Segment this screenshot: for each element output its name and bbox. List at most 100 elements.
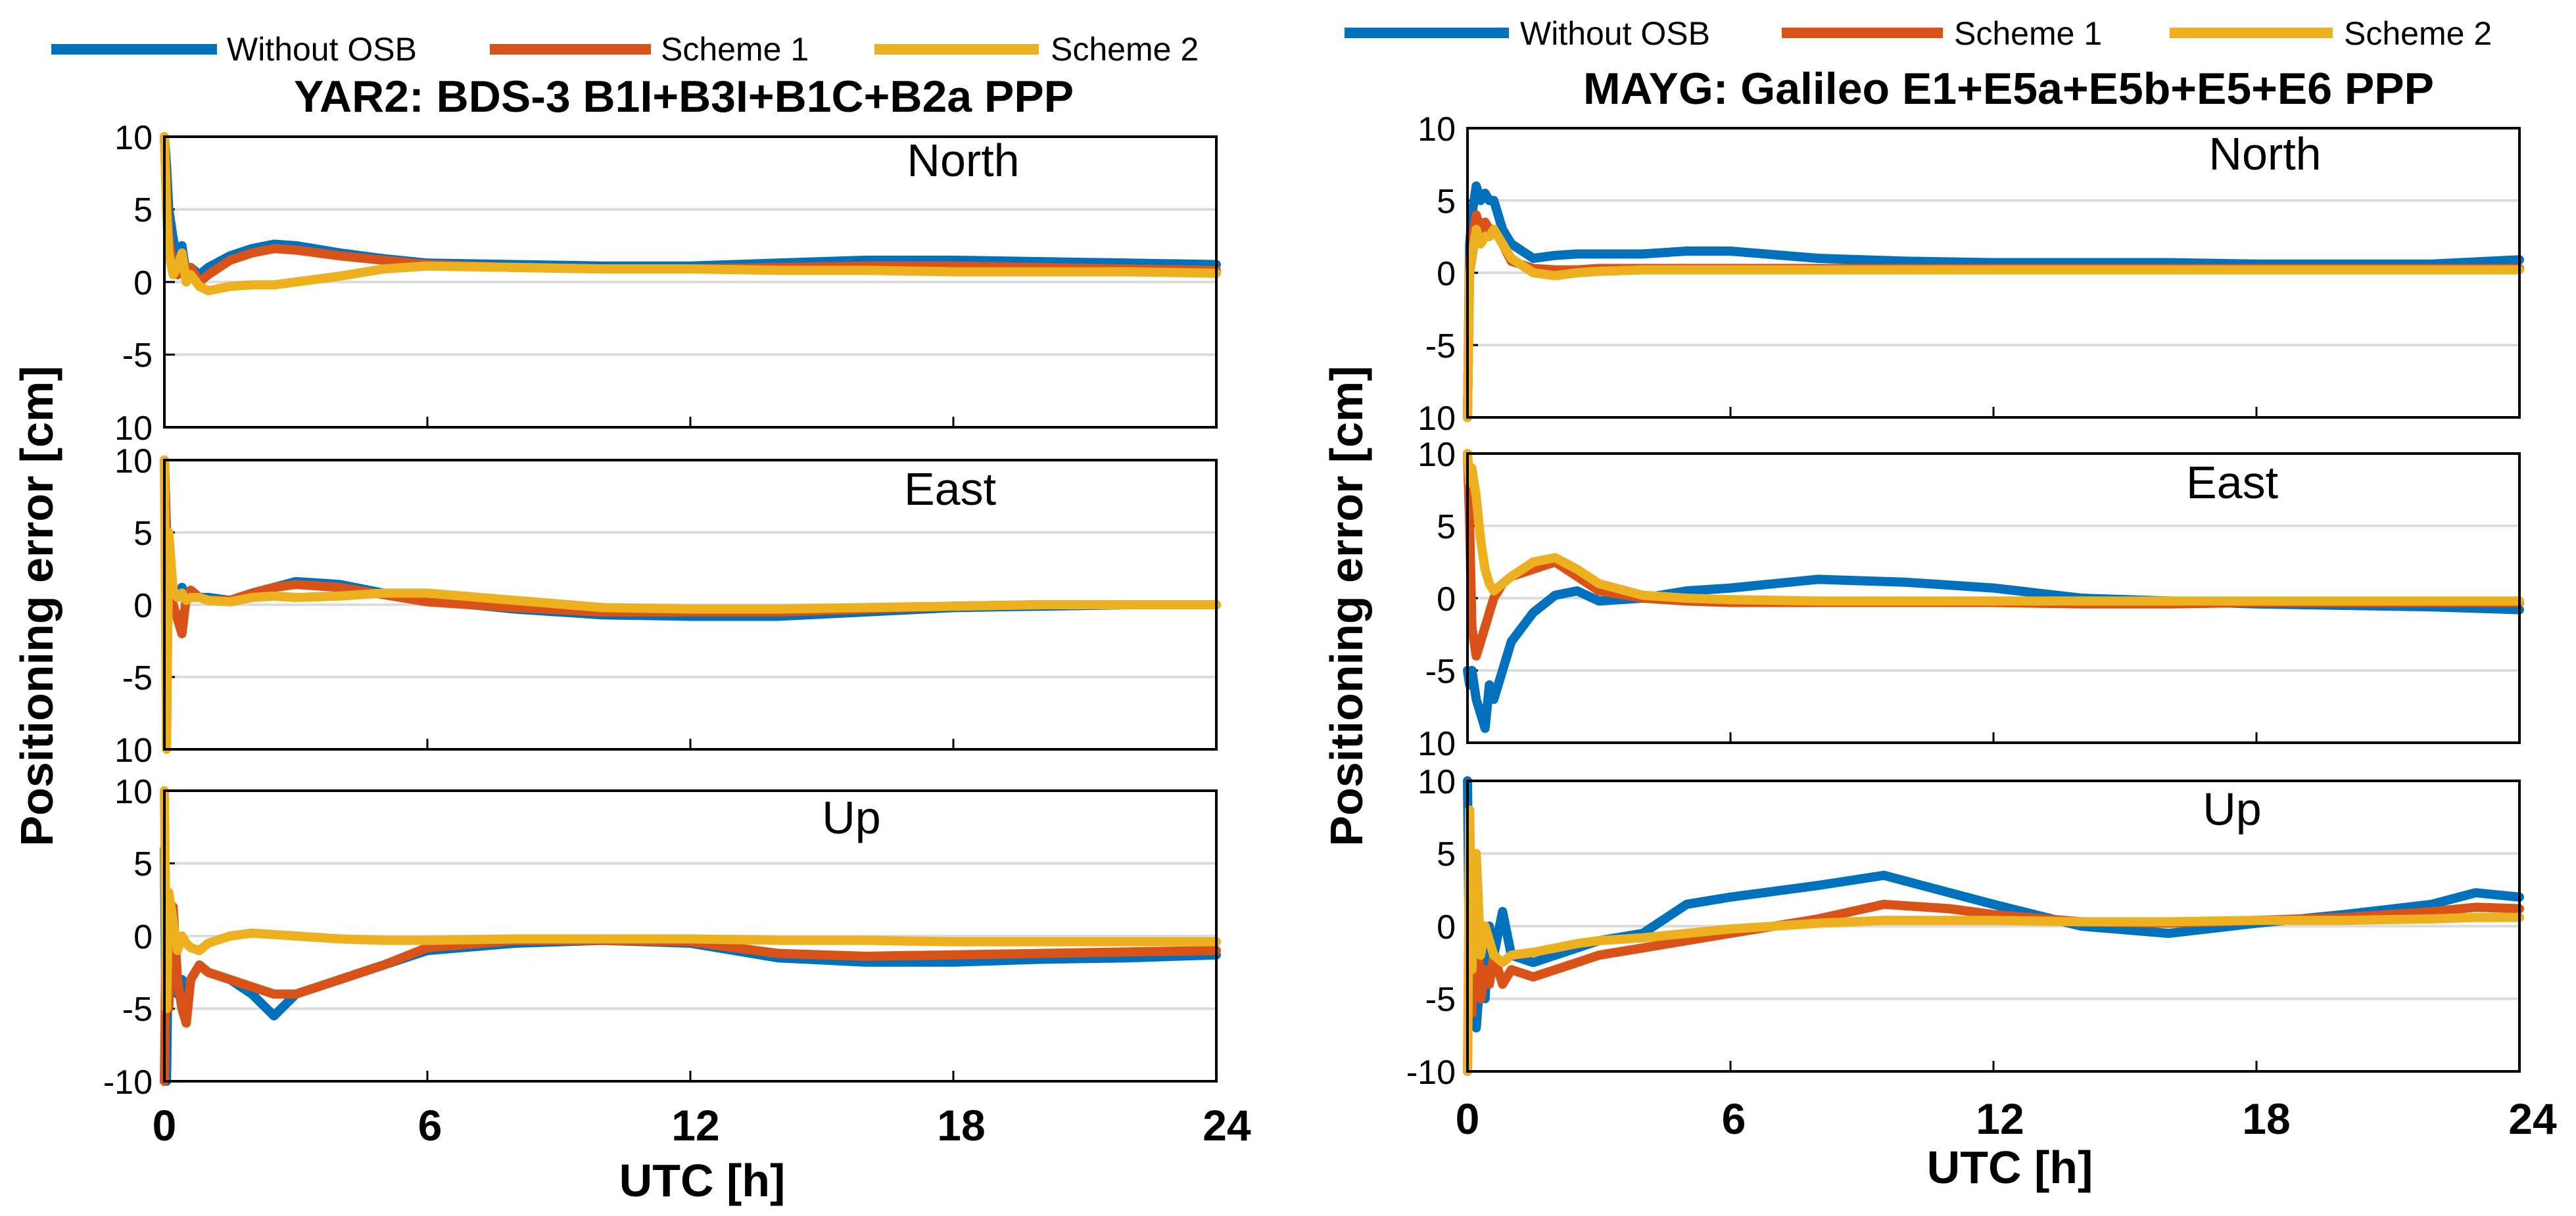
x-tick-label: 18 xyxy=(937,1101,985,1150)
axes-frame xyxy=(1466,127,2521,419)
x-tick-labels: 0 6 12 18 24 xyxy=(153,1101,1251,1150)
series-line-scheme-2 xyxy=(1463,449,2524,606)
y-tick-label: -5 xyxy=(122,991,153,1029)
axes-frame xyxy=(163,459,1218,751)
x-tick-label: 12 xyxy=(1976,1094,2024,1143)
legend-label-without-osb: Without OSB xyxy=(227,31,417,68)
chart-mayg-galileo: Without OSB Scheme 1 Scheme 2 MAYG: Gali… xyxy=(1321,15,2557,1193)
y-tick-label: 10 xyxy=(1418,763,1456,801)
y-tick-label: 0 xyxy=(1437,580,1456,619)
x-tick-label: 0 xyxy=(153,1101,177,1150)
y-tick-label: -5 xyxy=(122,337,153,375)
y-tick-label: 0 xyxy=(133,264,153,302)
y-tick-label: 5 xyxy=(133,515,153,553)
axes-frame xyxy=(1466,780,2521,1073)
series-lines xyxy=(160,132,1221,429)
panel-east: East 10 5 0 -5 10 xyxy=(114,442,1221,770)
x-tick-label: 0 xyxy=(1456,1094,1480,1143)
legend-label-scheme-2: Scheme 2 xyxy=(1051,31,1199,68)
series-line-without-osb xyxy=(160,844,1221,1086)
y-tick-labels: 10 5 0 -5 -10 xyxy=(103,773,153,1102)
legend: Without OSB Scheme 1 Scheme 2 xyxy=(51,31,1199,68)
y-tick-label: 10 xyxy=(114,119,153,157)
x-tick-label: 24 xyxy=(2508,1094,2557,1143)
axes-frame xyxy=(163,135,1218,429)
panel-east: East 10 5 0 -5 10 xyxy=(1418,436,2524,763)
panel-label: Up xyxy=(822,792,880,843)
y-tick-label: 0 xyxy=(1437,908,1456,947)
y-tick-label: -5 xyxy=(122,659,153,697)
series-line-scheme-1 xyxy=(1463,849,2524,1076)
y-tick-label: 10 xyxy=(1418,725,1456,763)
y-tick-label: 10 xyxy=(114,409,153,448)
x-tick-label: 6 xyxy=(418,1101,442,1150)
series-line-scheme-1 xyxy=(160,887,1221,1086)
chart-title: YAR2: BDS-3 B1I+B3I+B1C+B2a PPP xyxy=(294,72,1074,122)
panel-up: Up 10 5 0 -5 -10 xyxy=(103,773,1221,1102)
x-tick-labels: 0 6 12 18 24 xyxy=(1456,1094,2557,1143)
y-tick-labels: 10 5 0 -5 10 xyxy=(114,119,153,448)
x-axis-label: UTC [h] xyxy=(619,1155,786,1206)
x-axis-label: UTC [h] xyxy=(1927,1142,2093,1193)
y-tick-label: 5 xyxy=(1437,508,1456,546)
panel-label: East xyxy=(904,463,996,515)
y-axis-label: Positioning error [cm] xyxy=(11,365,62,846)
series-lines xyxy=(160,456,1221,754)
y-tick-label: -10 xyxy=(103,1064,153,1102)
y-tick-label: 10 xyxy=(1418,436,1456,474)
axes-frame xyxy=(163,789,1218,1083)
series-line-without-osb xyxy=(1463,776,2524,1033)
series-line-scheme-1 xyxy=(1463,210,2524,422)
series-line-scheme-2 xyxy=(1463,805,2524,1076)
y-tick-label: 0 xyxy=(133,587,153,625)
panel-label: North xyxy=(2208,128,2321,179)
series-lines xyxy=(1463,776,2524,1076)
y-tick-labels: 10 5 0 -5 10 xyxy=(114,442,153,770)
legend: Without OSB Scheme 1 Scheme 2 xyxy=(1345,15,2492,52)
y-tick-labels: 10 5 0 -5 10 xyxy=(1418,110,1456,438)
series-line-scheme-2 xyxy=(160,786,1221,1014)
y-tick-label: 10 xyxy=(114,773,153,811)
y-tick-label: 0 xyxy=(133,918,153,956)
chart-title: MAYG: Galileo E1+E5a+E5b+E5+E6 PPP xyxy=(1583,64,2434,114)
series-line-scheme-1 xyxy=(1463,449,2524,661)
legend-label-scheme-1: Scheme 1 xyxy=(1954,15,2102,52)
y-tick-labels: 10 5 0 -5 10 xyxy=(1418,436,1456,763)
legend-label-scheme-2: Scheme 2 xyxy=(2344,15,2492,52)
y-tick-label: 5 xyxy=(133,191,153,229)
y-tick-label: -10 xyxy=(1406,1054,1456,1092)
x-tick-label: 6 xyxy=(1722,1094,1746,1143)
y-tick-labels: 10 5 0 -5 -10 xyxy=(1406,763,1456,1092)
series-line-scheme-2 xyxy=(160,456,1221,754)
y-tick-label: -5 xyxy=(1425,327,1456,365)
x-tick-label: 24 xyxy=(1203,1101,1251,1150)
y-tick-label: 0 xyxy=(1437,255,1456,293)
series-line-scheme-2 xyxy=(160,132,1221,296)
panel-label: North xyxy=(907,135,1019,186)
y-tick-label: 10 xyxy=(114,442,153,480)
chart-yar2-bds3: Without OSB Scheme 1 Scheme 2 YAR2: BDS-… xyxy=(11,31,1251,1206)
legend-label-without-osb: Without OSB xyxy=(1520,15,1710,52)
panel-up: Up 10 5 0 -5 -10 xyxy=(1406,763,2524,1092)
series-lines xyxy=(1463,127,2524,422)
y-tick-label: 5 xyxy=(133,845,153,883)
y-tick-label: 5 xyxy=(1437,183,1456,221)
x-tick-label: 12 xyxy=(671,1101,719,1150)
series-lines xyxy=(160,786,1221,1086)
series-line-scheme-2 xyxy=(1463,225,2524,422)
y-tick-label: 10 xyxy=(1418,110,1456,149)
series-lines xyxy=(1463,449,2524,744)
axes-frame xyxy=(1466,452,2521,744)
y-tick-label: -5 xyxy=(1425,653,1456,691)
panel-north: North 10 5 0 -5 10 xyxy=(114,119,1221,448)
y-tick-label: 5 xyxy=(1437,835,1456,874)
y-axis-label: Positioning error [cm] xyxy=(1321,365,1372,846)
panel-north: North 10 5 0 -5 10 xyxy=(1418,110,2524,438)
panel-label: East xyxy=(2186,457,2278,508)
x-tick-label: 18 xyxy=(2242,1094,2290,1143)
series-line-without-osb xyxy=(1463,181,2524,422)
y-tick-label: -5 xyxy=(1425,981,1456,1019)
legend-label-scheme-1: Scheme 1 xyxy=(661,31,809,68)
y-tick-label: 10 xyxy=(114,732,153,770)
